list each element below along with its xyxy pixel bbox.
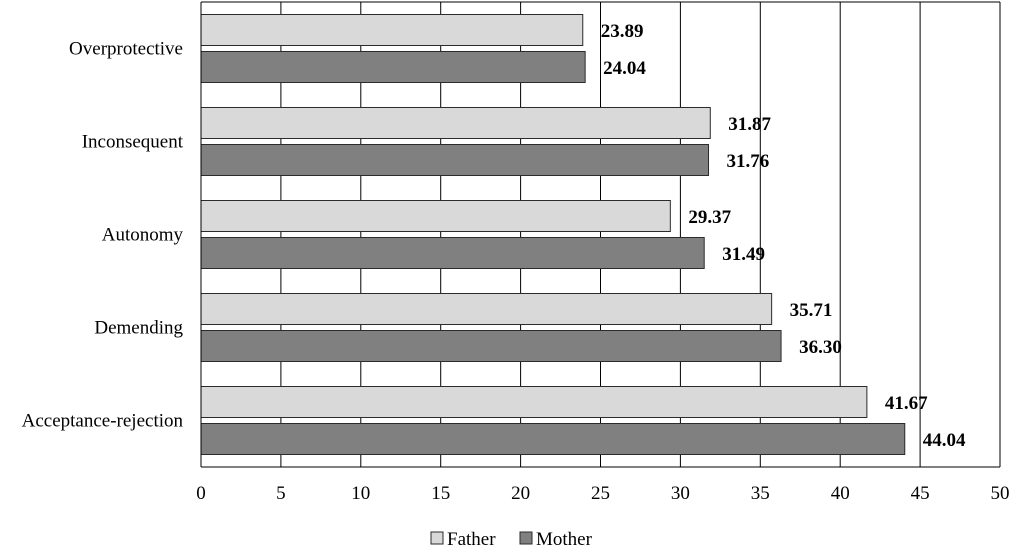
x-tick-label-45: 45 <box>911 483 930 504</box>
x-tick-label-35: 35 <box>751 483 770 504</box>
x-tick-label-10: 10 <box>351 483 370 504</box>
data-label-mother-inconsequent: 31.76 <box>727 151 770 172</box>
x-tick-label-50: 50 <box>991 483 1010 504</box>
bar-father-overprotective <box>200 14 584 46</box>
legend-label-mother: Mother <box>536 529 593 548</box>
x-tick-label-25: 25 <box>591 483 610 504</box>
legend-label-father: Father <box>447 529 496 548</box>
category-label-acceptance-rejection: Acceptance-rejection <box>22 411 184 432</box>
bar-mother-overprotective <box>200 51 586 83</box>
category-label-inconsequent: Inconsequent <box>82 132 184 153</box>
data-label-mother-demending: 36.30 <box>799 337 842 358</box>
category-label-demending: Demending <box>94 318 183 339</box>
bar-father-acceptance-rejection <box>200 386 868 418</box>
bar-mother-demending <box>200 330 782 362</box>
bar-father-inconsequent <box>200 107 711 139</box>
data-label-mother-overprotective: 24.04 <box>603 58 646 79</box>
bar-mother-acceptance-rejection <box>200 423 906 455</box>
x-tick-label-40: 40 <box>831 483 850 504</box>
axes <box>200 1 1000 468</box>
legend-swatch-mother <box>519 531 533 545</box>
x-tick-label-5: 5 <box>276 483 286 504</box>
data-label-mother-acceptance-rejection: 44.04 <box>923 430 966 451</box>
legend-swatch-father <box>430 531 444 545</box>
data-label-mother-autonomy: 31.49 <box>722 244 765 265</box>
x-tick-label-20: 20 <box>511 483 530 504</box>
x-tick-label-0: 0 <box>196 483 206 504</box>
bar-mother-inconsequent <box>200 144 710 176</box>
category-label-autonomy: Autonomy <box>102 225 184 246</box>
bar-father-demending <box>200 293 773 325</box>
x-tick-label-30: 30 <box>671 483 690 504</box>
data-label-father-inconsequent: 31.87 <box>728 114 771 135</box>
data-label-father-autonomy: 29.37 <box>688 207 731 228</box>
bars <box>200 14 906 455</box>
data-label-father-demending: 35.71 <box>790 300 833 321</box>
labels: Overprotective 23.89 24.04 Inconsequent 31.8… <box>22 21 1010 504</box>
bar-father-autonomy <box>200 200 671 232</box>
bar-mother-autonomy <box>200 237 705 269</box>
data-label-father-acceptance-rejection: 41.67 <box>885 393 928 414</box>
data-label-father-overprotective: 23.89 <box>601 21 644 42</box>
legend: Father Mother <box>430 529 593 548</box>
x-tick-label-15: 15 <box>431 483 450 504</box>
category-label-overprotective: Overprotective <box>69 39 183 60</box>
